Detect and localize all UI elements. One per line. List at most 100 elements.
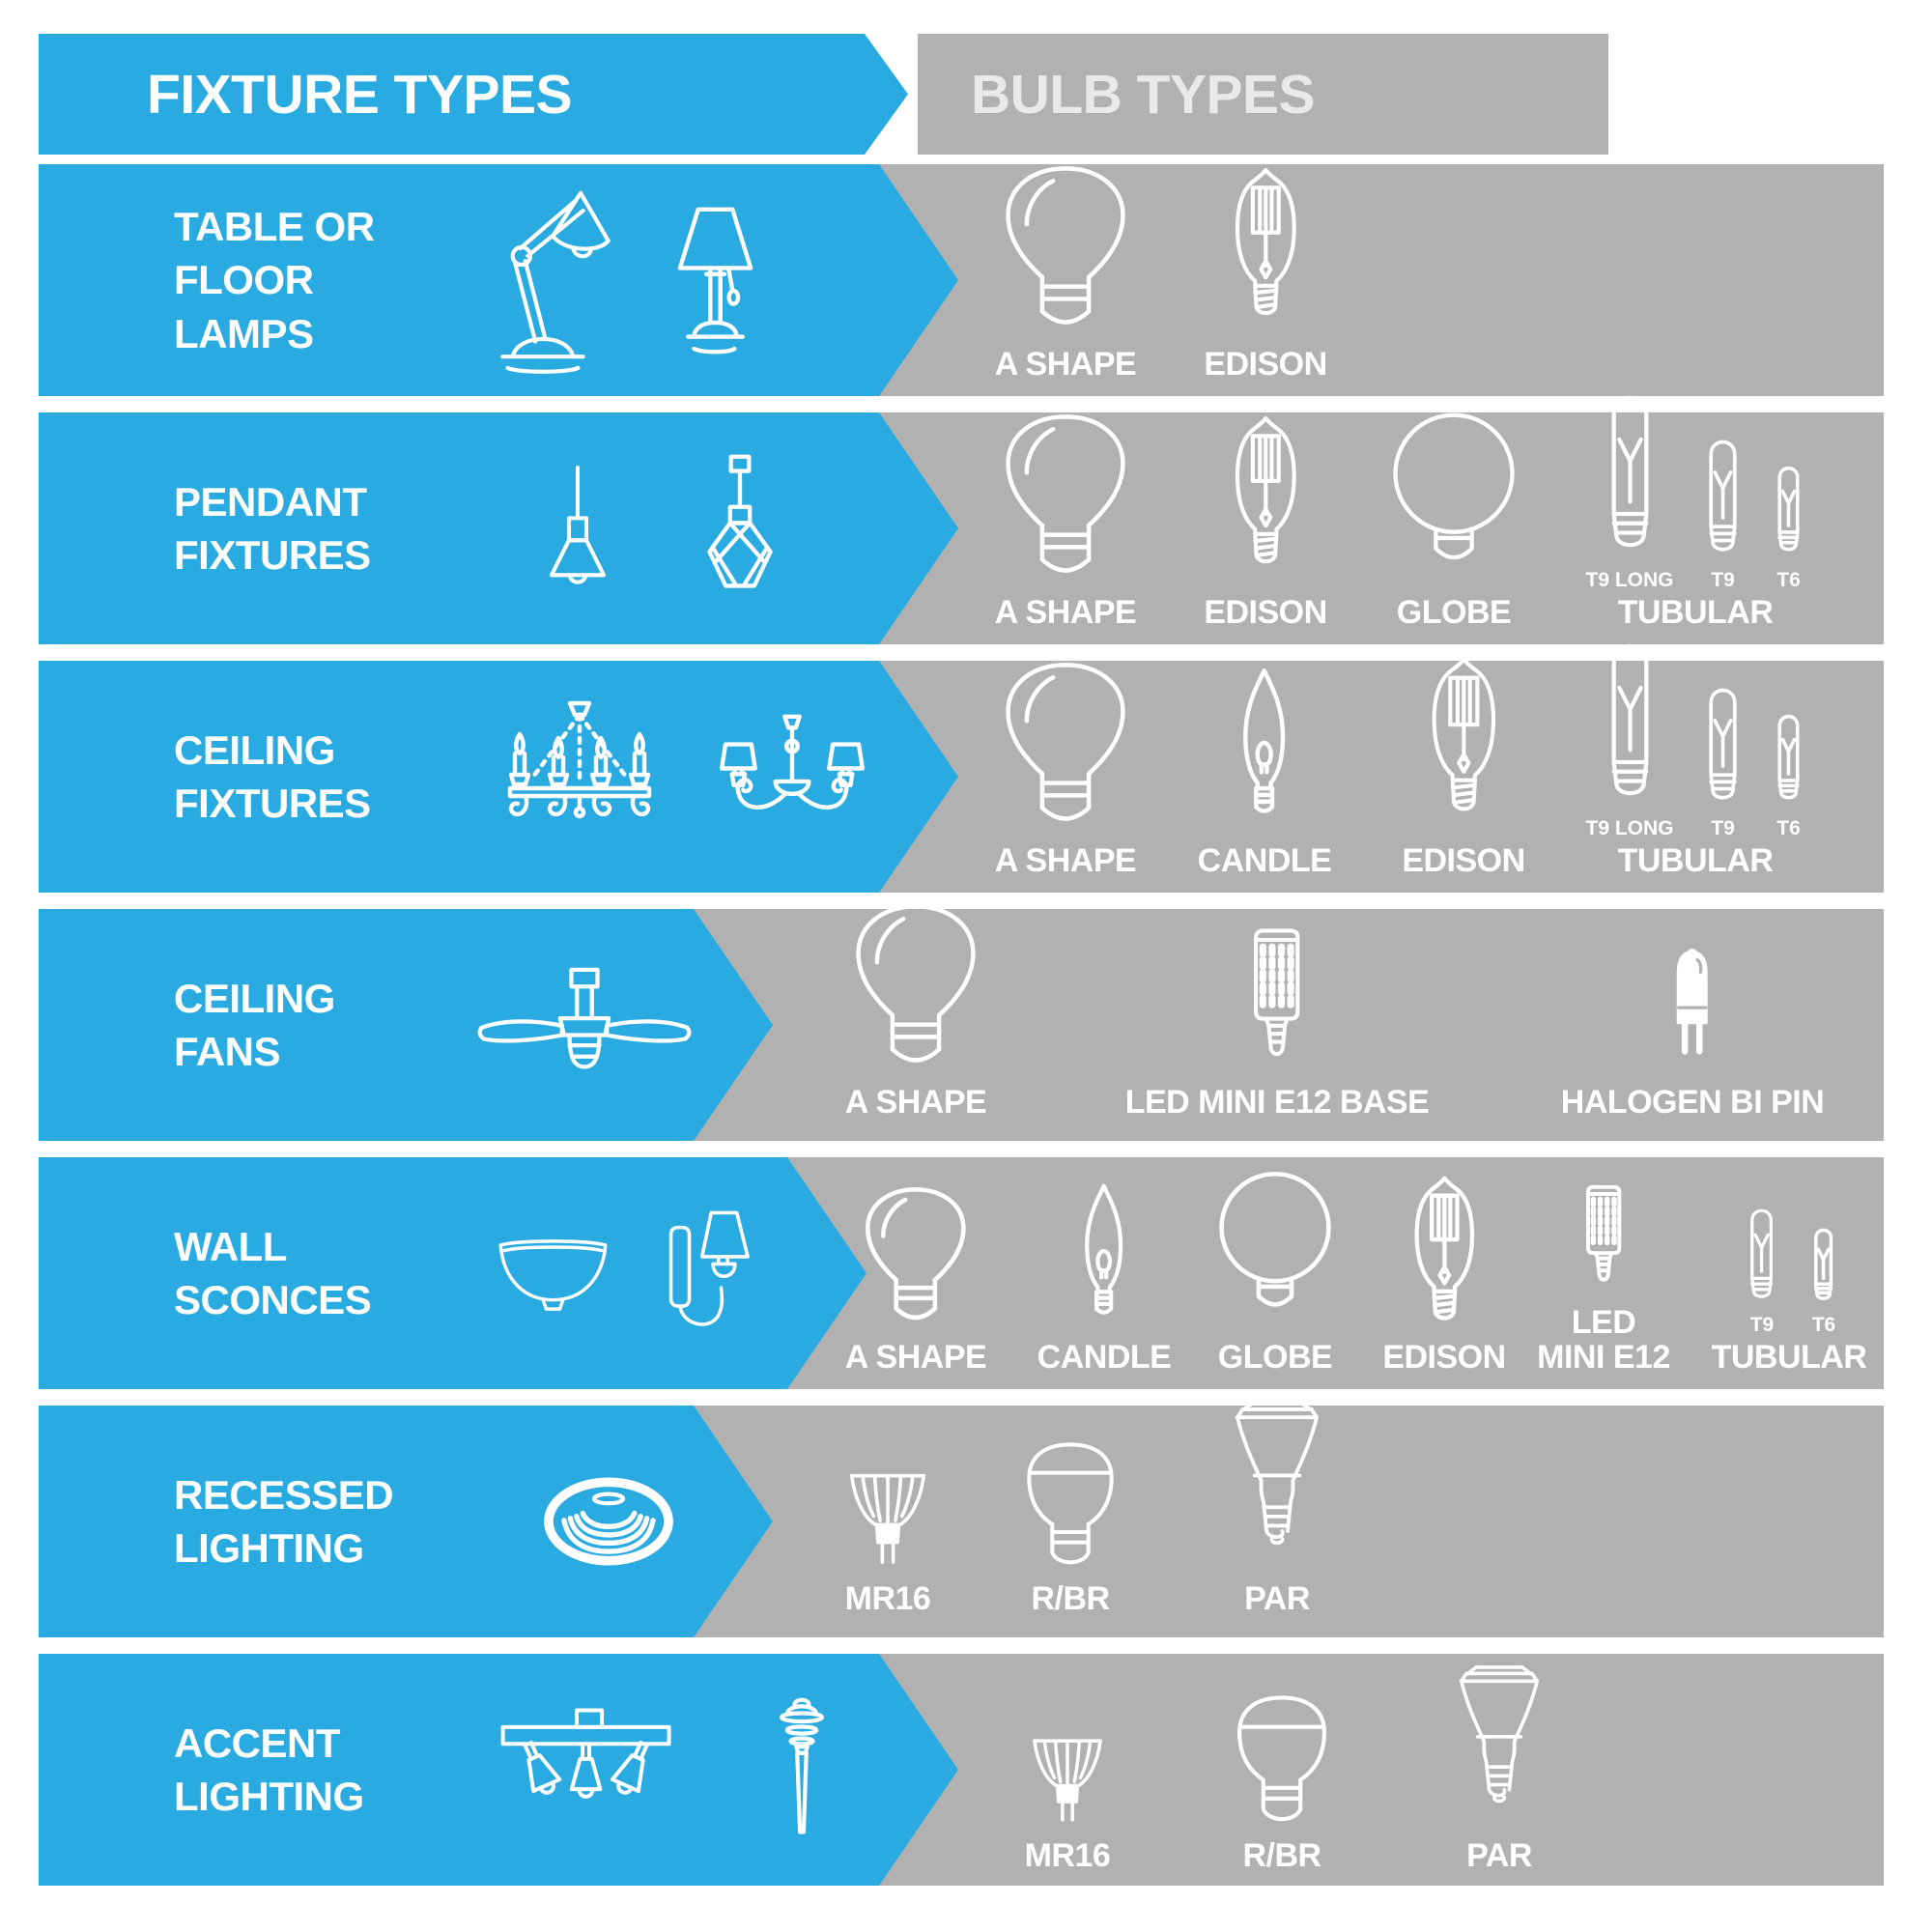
bulb-label: TUBULAR <box>1711 1338 1867 1376</box>
bulb-label: GLOBE <box>1217 1338 1333 1376</box>
fixture-title: PENDANT FIXTURES <box>174 478 371 578</box>
variant-label: T9 <box>1711 816 1735 839</box>
bulb-types-title: BULB TYPES <box>971 63 1316 126</box>
tubular-t9-bulb-icon <box>1699 431 1747 561</box>
path-light-icon <box>768 1694 836 1841</box>
bulb-label: MR16 <box>844 1579 931 1617</box>
mr16-bulb-icon <box>1022 1736 1114 1828</box>
bulb-label: HALOGEN BI PIN <box>1560 1083 1825 1121</box>
r-br-bulb-icon <box>1012 1439 1128 1571</box>
row-ceiling-fans: CEILING FANS A SHAPE LED MINI E12 BASE H… <box>0 909 1932 1141</box>
bulb-label: A SHAPE <box>994 593 1137 631</box>
recessed-light-icon <box>507 1477 710 1566</box>
a-shape-bulb-icon <box>991 411 1141 584</box>
tubular-t6-bulb-icon <box>1773 705 1805 810</box>
fixture-types-header: FIXTURE TYPES <box>39 34 908 155</box>
par-bulb-icon <box>1420 1663 1579 1828</box>
tubular-variant: T9 <box>1699 679 1747 840</box>
bulb-a-shape: A SHAPE <box>991 162 1141 382</box>
edison-bulb-icon <box>1419 641 1508 833</box>
fixture-title: TABLE OR FLOOR LAMPS <box>174 203 375 356</box>
led-mini-bulb-icon <box>1577 1180 1630 1294</box>
variant-label: T6 <box>1776 816 1801 839</box>
track-light-icon <box>490 1707 683 1834</box>
bulb-tubular: T9 LONG T9 T6 TUBULAR <box>1585 383 1804 630</box>
fixture-arrow: ACCENT LIGHTING <box>39 1654 958 1886</box>
fixture-arrow: PENDANT FIXTURES <box>39 412 958 644</box>
bulb-halogen-bi-pin: HALOGEN BI PIN <box>1561 937 1825 1120</box>
tubular-t9-bulb-icon <box>1699 679 1747 810</box>
a-shape-bulb-icon <box>991 659 1141 833</box>
bulb-label: A SHAPE <box>994 345 1137 383</box>
cone-pendant-icon <box>534 434 621 623</box>
a-shape-bulb-icon <box>991 162 1141 336</box>
a-shape-bulb-icon <box>857 1184 975 1329</box>
row-accent-lighting: ACCENT LIGHTING MR16 R/BR PAR <box>0 1654 1932 1886</box>
bulb-mr16: MR16 <box>841 1470 934 1616</box>
tubular-variants: T9 LONG T9 T6 <box>1585 631 1804 840</box>
globe-bulb-icon <box>1386 411 1521 584</box>
fixture-title: CEILING FIXTURES <box>174 726 371 826</box>
bulb-label: GLOBE <box>1396 593 1512 631</box>
row-table-or-floor-lamps: TABLE OR FLOOR LAMPS A SHAPE EDISON <box>0 164 1932 396</box>
shaded-chandelier-icon <box>707 713 877 846</box>
bulb-r-br: R/BR <box>1222 1692 1343 1873</box>
par-bulb-icon <box>1197 1399 1357 1571</box>
led-mini-bulb-icon <box>1242 922 1312 1074</box>
tubular-variant: T9 LONG <box>1585 383 1674 592</box>
bulb-label: PAR <box>1466 1836 1532 1874</box>
tubular-t9-long-bulb-icon <box>1600 631 1660 810</box>
bulb-mr16: MR16 <box>1022 1736 1114 1873</box>
bulb-edison: EDISON <box>1402 641 1525 878</box>
bulb-edison: EDISON <box>1382 1173 1506 1375</box>
bulb-candle: CANDLE <box>1037 1182 1172 1375</box>
bulb-label: LED MINI E12 <box>1537 1304 1670 1376</box>
bulb-label: MR16 <box>1024 1836 1111 1874</box>
bulb-panel <box>787 1157 1884 1389</box>
bulb-a-shape: A SHAPE <box>843 900 988 1120</box>
a-shape-bulb-icon <box>843 900 988 1074</box>
bulb-globe: GLOBE <box>1386 411 1521 630</box>
tubular-variant: T9 <box>1740 1202 1784 1337</box>
bulb-label: R/BR <box>1031 1579 1110 1617</box>
bulb-r-br: R/BR <box>1012 1439 1128 1616</box>
bulb-label: EDISON <box>1204 345 1327 383</box>
lamp-sconce-icon <box>651 1204 779 1341</box>
edison-bulb-icon <box>1223 153 1308 336</box>
bulb-label: TUBULAR <box>1617 593 1774 631</box>
fixture-title: RECESSED LIGHTING <box>174 1471 394 1571</box>
bulb-a-shape: A SHAPE <box>991 411 1141 630</box>
bulb-label: A SHAPE <box>844 1083 987 1121</box>
globe-bulb-icon <box>1213 1170 1337 1329</box>
bulb-a-shape: A SHAPE <box>845 1184 987 1375</box>
bulb-label: PAR <box>1244 1579 1310 1617</box>
tubular-variant: T9 LONG <box>1585 631 1674 840</box>
ceiling-fan-icon <box>472 963 696 1081</box>
row-pendant-fixtures: PENDANT FIXTURES A SHAPE EDISON GLOBE T9… <box>0 412 1932 644</box>
tubular-variant: T6 <box>1773 457 1805 592</box>
fixture-title: ACCENT LIGHTING <box>174 1719 364 1819</box>
bulb-label: R/BR <box>1242 1836 1321 1874</box>
bulb-label: TUBULAR <box>1617 841 1774 879</box>
halogen-bipin-bulb-icon <box>1666 937 1719 1074</box>
bulb-tubular: T9 T6 TUBULAR <box>1712 1202 1867 1375</box>
fixture-arrow: CEILING FIXTURES <box>39 661 958 893</box>
tubular-variant: T6 <box>1809 1223 1838 1337</box>
bulb-led-mini-e12: LED MINI E12 BASE <box>1125 922 1430 1120</box>
desk-lamp-icon <box>473 185 638 377</box>
candle-bulb-icon <box>1069 1182 1139 1329</box>
bulb-label: LED MINI E12 BASE <box>1124 1083 1430 1121</box>
fixture-arrow: RECESSED LIGHTING <box>39 1406 773 1637</box>
bulb-globe: GLOBE <box>1213 1170 1337 1375</box>
variant-label: T9 <box>1749 1313 1775 1336</box>
bulb-edison: EDISON <box>1204 153 1327 383</box>
tubular-variants: T9 LONG T9 T6 <box>1585 383 1804 592</box>
candle-chandelier-icon <box>489 699 670 854</box>
tubular-variant: T9 <box>1699 431 1747 592</box>
bulb-candle: CANDLE <box>1198 664 1332 878</box>
geometric-pendant-icon <box>690 432 790 625</box>
bulb-a-shape: A SHAPE <box>991 659 1141 878</box>
header-row: BULB TYPES FIXTURE TYPES <box>0 34 1932 155</box>
row-recessed-lighting: RECESSED LIGHTING MR16 R/BR PAR <box>0 1406 1932 1637</box>
bulb-panel <box>879 1654 1884 1886</box>
